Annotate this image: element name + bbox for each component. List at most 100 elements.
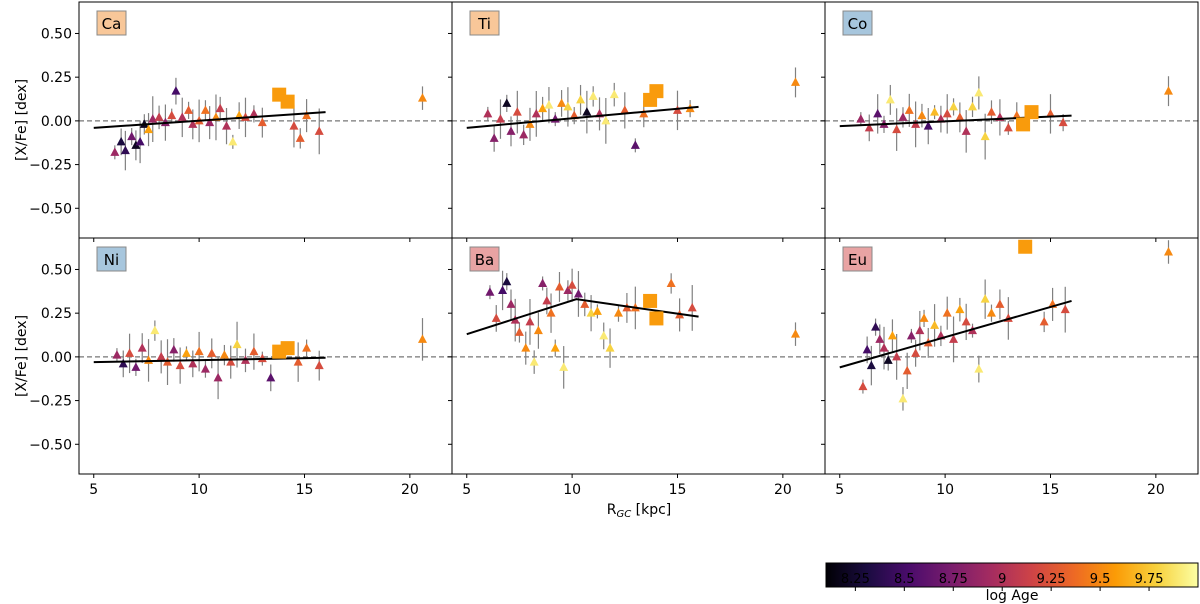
element-label-box bbox=[469, 10, 500, 36]
data-point-triangle bbox=[573, 288, 583, 298]
data-point-triangle bbox=[135, 136, 145, 146]
x-tick-label: 20 bbox=[1147, 482, 1165, 498]
data-point-triangle bbox=[200, 105, 210, 114]
data-point-triangle bbox=[489, 133, 499, 142]
data-point-triangle bbox=[293, 357, 303, 366]
data-point-triangle bbox=[1003, 122, 1013, 132]
data-point-triangle bbox=[502, 276, 512, 286]
colorbar-tick-label: 9.5 bbox=[1090, 572, 1111, 587]
data-point-triangle bbox=[302, 343, 312, 352]
data-point-triangle bbox=[314, 360, 324, 370]
data-point-triangle bbox=[544, 100, 554, 109]
data-point-triangle bbox=[154, 112, 164, 121]
data-point-triangle bbox=[639, 108, 649, 118]
data-point-triangle bbox=[856, 114, 866, 123]
data-point-triangle bbox=[200, 364, 210, 373]
panel-co: Co bbox=[821, 1, 1199, 242]
element-label: Ca bbox=[96, 10, 127, 36]
data-point-triangle bbox=[1060, 304, 1070, 314]
data-point-triangle bbox=[887, 330, 897, 340]
data-point-triangle bbox=[567, 280, 577, 289]
data-point-triangle bbox=[542, 295, 552, 305]
x-tick-label: 10 bbox=[936, 482, 954, 498]
data-point-triangle bbox=[892, 351, 902, 361]
axis-labels: [X/Fe] [dex] [X/Fe] [dex] RGC [kpc] bbox=[14, 79, 671, 520]
element-label: Ba bbox=[469, 246, 500, 272]
y-axis-label-bottom: [X/Fe] [dex] bbox=[14, 315, 30, 397]
colorbar-gradient bbox=[825, 562, 1199, 588]
data-point-triangle bbox=[961, 316, 971, 326]
data-point-triangle bbox=[942, 108, 952, 118]
data-point-triangle bbox=[194, 346, 204, 356]
x-tick-label: 20 bbox=[774, 482, 792, 498]
data-point-triangle bbox=[630, 140, 640, 149]
data-point-triangle bbox=[295, 133, 305, 142]
data-point-triangle bbox=[219, 350, 229, 359]
data-point-triangle bbox=[580, 299, 590, 308]
x-tick-label: 10 bbox=[190, 482, 208, 498]
data-point-triangle bbox=[533, 325, 543, 335]
data-point-triangle bbox=[968, 101, 978, 111]
data-point-triangle bbox=[314, 126, 324, 135]
panel-ti: Ti bbox=[448, 1, 826, 242]
data-point-triangle bbox=[215, 103, 225, 113]
data-point-triangle bbox=[417, 93, 427, 102]
data-point-triangle bbox=[915, 325, 925, 335]
data-point-square bbox=[649, 84, 664, 99]
x-tick-label: 15 bbox=[1042, 482, 1060, 498]
data-point-triangle bbox=[974, 87, 984, 97]
data-point-triangle bbox=[866, 360, 876, 370]
data-point-triangle bbox=[112, 350, 122, 359]
data-point-triangle bbox=[557, 98, 567, 107]
data-point-triangle bbox=[986, 308, 996, 317]
panel-frame bbox=[824, 237, 1199, 475]
data-point-triangle bbox=[495, 114, 505, 123]
data-point-triangle bbox=[529, 357, 539, 366]
data-point-triangle bbox=[930, 320, 940, 329]
data-point-triangle bbox=[911, 348, 921, 357]
data-point-triangle bbox=[1163, 246, 1173, 256]
data-point-triangle bbox=[986, 107, 996, 116]
element-label-box bbox=[842, 246, 873, 272]
data-point-triangle bbox=[582, 107, 592, 116]
data-point-triangle bbox=[184, 105, 194, 114]
trend-fit-line bbox=[466, 105, 699, 129]
panel-frame bbox=[451, 1, 826, 239]
panel-frame bbox=[824, 1, 1199, 239]
data-point-square bbox=[649, 311, 664, 326]
data-point-triangle bbox=[156, 351, 166, 361]
element-label: Eu bbox=[842, 246, 873, 272]
data-point-triangle bbox=[609, 89, 619, 99]
element-label: Ti bbox=[469, 10, 500, 36]
data-point-triangle bbox=[871, 322, 881, 331]
data-point-triangle bbox=[222, 121, 232, 130]
data-point-triangle bbox=[131, 362, 141, 371]
x-axis-label-subscript: GC bbox=[616, 509, 631, 520]
data-point-square bbox=[1016, 117, 1031, 132]
data-point-triangle bbox=[118, 358, 128, 368]
data-point-triangle bbox=[974, 364, 984, 373]
data-point-square bbox=[1024, 105, 1039, 120]
data-point-triangle bbox=[506, 299, 516, 308]
y-tick-label: 0.00 bbox=[41, 350, 72, 366]
data-point-triangle bbox=[512, 107, 522, 116]
data-point-triangle bbox=[521, 343, 531, 352]
y-tick-label: 0.00 bbox=[41, 114, 72, 130]
data-point-triangle bbox=[188, 119, 198, 128]
data-point-triangle bbox=[120, 145, 130, 155]
y-tick-label: 0.25 bbox=[41, 306, 72, 322]
trend-fit-line bbox=[93, 356, 326, 364]
data-point-triangle bbox=[961, 126, 971, 135]
panel-ba: Ba 5 10 15 20 bbox=[448, 237, 826, 498]
data-point-triangle bbox=[213, 372, 223, 382]
data-point-triangle bbox=[605, 343, 615, 352]
data-point-triangle bbox=[885, 94, 895, 104]
data-point-triangle bbox=[175, 360, 185, 370]
panel-frame bbox=[78, 1, 453, 239]
colorbar-tick-label: 8.75 bbox=[939, 572, 968, 587]
data-point-triangle bbox=[563, 285, 573, 294]
data-point-square bbox=[280, 94, 295, 109]
data-point-triangle bbox=[599, 330, 609, 340]
data-point-triangle bbox=[491, 313, 501, 322]
data-point-triangle bbox=[485, 287, 495, 296]
